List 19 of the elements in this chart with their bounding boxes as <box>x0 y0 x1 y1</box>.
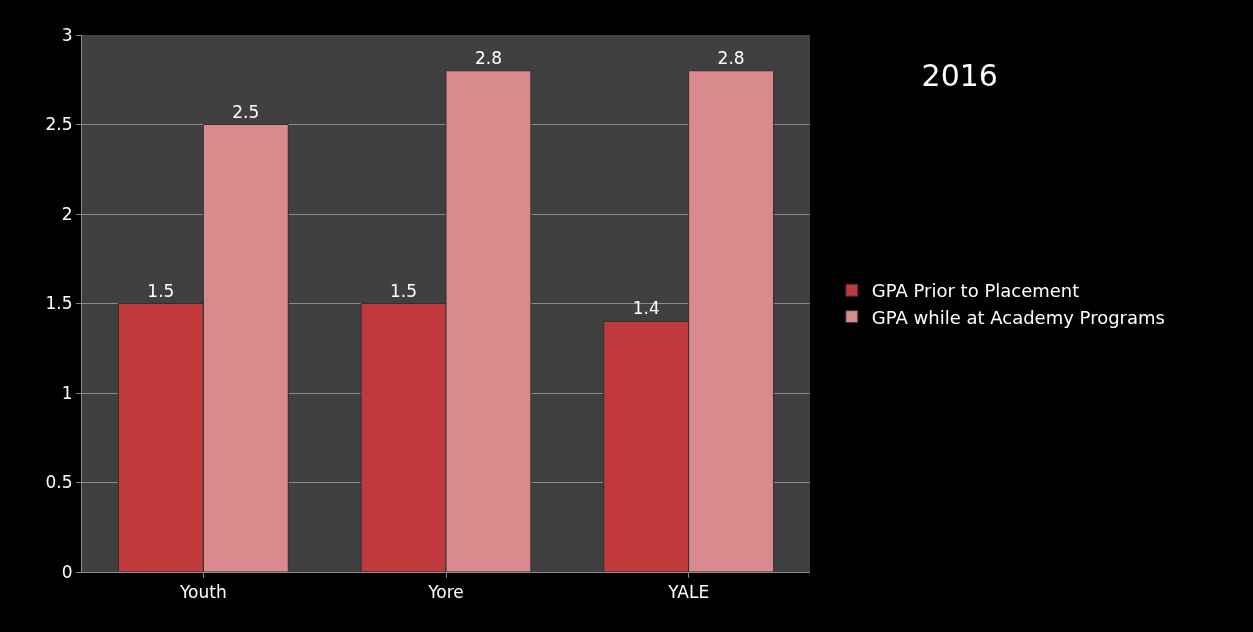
legend-label: GPA Prior to Placement <box>871 280 1080 302</box>
data-label: 2.8 <box>717 47 745 68</box>
x-tick-label: YALE <box>667 582 710 603</box>
y-tick-label: 0 <box>61 561 73 582</box>
data-label: 1.4 <box>632 298 660 319</box>
data-label: 2.8 <box>474 47 502 68</box>
y-tick-label: 1 <box>61 382 73 403</box>
legend-label: GPA while at Academy Programs <box>871 306 1165 328</box>
text: 2016 <box>921 58 998 94</box>
x-tick-label: Yore <box>427 582 464 603</box>
data-label: 2.5 <box>232 101 260 122</box>
y-tick-label: 0.5 <box>45 472 73 493</box>
y-tick-label: 2 <box>61 203 73 224</box>
x-tick-label: Youth <box>178 582 227 603</box>
y-tick-label: 3 <box>61 24 73 45</box>
y-tick-label: 1.5 <box>45 293 73 314</box>
data-label: 1.5 <box>147 280 175 301</box>
y-tick-label: 2.5 <box>45 114 73 135</box>
data-label: 1.5 <box>390 280 418 301</box>
